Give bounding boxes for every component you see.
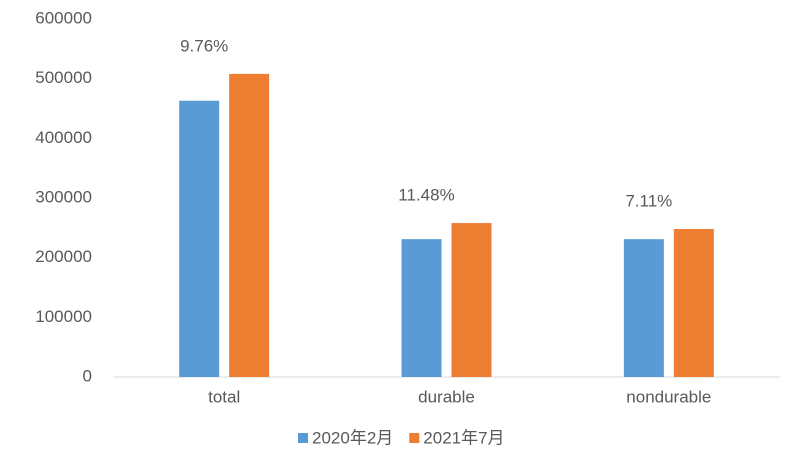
y-tick-label: 200000 (35, 247, 92, 266)
bar (229, 73, 270, 377)
annotation: 9.76% (180, 36, 228, 55)
legend-swatch (298, 433, 308, 443)
annotation: 7.11% (625, 192, 672, 211)
bar (179, 100, 220, 377)
bar (451, 223, 492, 377)
legend-swatch (409, 433, 420, 443)
y-tick-label: 300000 (35, 187, 92, 206)
y-tick-label: 100000 (35, 307, 92, 326)
legend-label: 2020年2月 (312, 428, 393, 447)
y-tick-label: 500000 (35, 68, 92, 87)
x-tick-label: durable (418, 387, 475, 406)
x-tick-label: nondurable (626, 387, 711, 406)
annotation: 11.48% (398, 186, 454, 205)
bar (401, 239, 442, 377)
y-tick-label: 600000 (35, 8, 92, 27)
x-tick-label: total (208, 387, 240, 406)
y-tick-label: 400000 (35, 128, 92, 147)
legend-label: 2021年7月 (423, 428, 504, 447)
y-tick-label: 0 (83, 366, 92, 385)
bar (623, 239, 664, 377)
bar (673, 229, 714, 377)
